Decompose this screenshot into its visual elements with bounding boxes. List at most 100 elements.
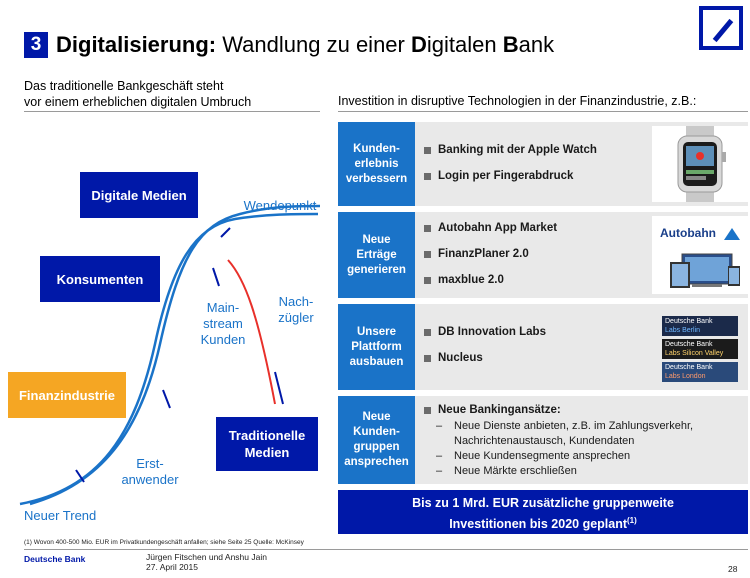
divider <box>24 111 320 112</box>
row-label-line: Kunden- <box>353 426 400 438</box>
section-number-badge: 3 <box>24 32 48 58</box>
sub-list-item: Nachrichtenaustausch, Kundendaten <box>436 434 744 449</box>
list-item-text: maxblue 2.0 <box>438 274 504 286</box>
label-line: zügler <box>278 310 314 325</box>
list-item: FinanzPlaner 2.0 <box>424 248 649 260</box>
title-part: Wandlung zu einer <box>216 32 411 57</box>
title-part: igitalen <box>426 32 503 57</box>
marker-tick <box>162 389 171 409</box>
title-part: D <box>410 32 427 57</box>
neuer-trend-label: Neuer Trend <box>24 508 97 523</box>
square-bullet-icon <box>424 406 431 414</box>
banner-line: Investitionen bis 2020 geplant(1) <box>449 516 637 532</box>
row-label-line: erlebnis <box>354 157 399 170</box>
labs-logo-berlin: Deutsche Bank Labs Berlin <box>662 316 738 336</box>
square-bullet-icon <box>424 250 431 258</box>
autobahn-image: Autobahn <box>652 216 748 294</box>
row-label-line: Plattform <box>351 340 402 353</box>
wendepunkt-label: Wendepunkt <box>243 198 317 213</box>
labs-line: Deutsche Bank <box>665 318 713 325</box>
right-subtitle: Investition in disruptive Technologien i… <box>338 94 697 108</box>
row-label-line: Unsere <box>357 325 396 338</box>
labs-line: Deutsche Bank <box>665 364 713 371</box>
label-line: Main- <box>206 300 240 315</box>
marker-tick <box>274 371 284 405</box>
footnote: (1) Wovon 400-500 Mio. EUR im Privatkund… <box>24 539 304 546</box>
label-line: stream <box>203 316 243 331</box>
list-item-text: Nucleus <box>438 352 483 364</box>
list-item-text: Banking mit der Apple Watch <box>438 144 597 156</box>
adoption-curve-diagram: Digitale Medien Konsumenten Finanzindust… <box>0 114 332 534</box>
title-part: ank <box>518 32 555 57</box>
label-line: anwender <box>121 472 179 487</box>
row-label: Neue Kunden- gruppen ansprechen <box>338 396 415 484</box>
list-item-text: DB Innovation Labs <box>438 326 546 338</box>
sub-item-text: Neue Dienste anbieten, z.B. im Zahlungsv… <box>454 420 694 432</box>
footer-brand: Deutsche Bank <box>24 554 86 564</box>
divider <box>338 111 748 112</box>
row-label-line: Erträge <box>356 248 397 261</box>
label-line: Nach- <box>278 294 314 309</box>
marker-tick <box>212 267 220 287</box>
apple-watch-icon <box>677 126 726 202</box>
finanzindustrie-box: Finanzindustrie <box>8 372 126 418</box>
footer-date: 27. April 2015 <box>146 562 198 572</box>
labs-line: Labs London <box>665 373 706 380</box>
row-label: Kunden- erlebnis verbessern <box>338 122 415 206</box>
banner-line: Bis zu 1 Mrd. EUR zusätzliche gruppenwei… <box>412 496 674 510</box>
list-item: Login per Fingerabdruck <box>424 170 649 182</box>
decline-curve <box>227 259 276 405</box>
footer-presenters: Jürgen Fitschen und Anshu Jain 27. April… <box>146 552 267 572</box>
sub-list-item: – Neue Dienste anbieten, z.B. im Zahlungs… <box>436 420 694 432</box>
slide-title: 3 Digitalisierung: Wandlung zu einer Dig… <box>24 30 554 60</box>
row-kundengruppen: Neue Kunden- gruppen ansprechen Neue Ban… <box>338 396 748 484</box>
row-label-line: verbessern <box>345 172 408 185</box>
title-part: B <box>502 32 519 57</box>
row-items: Neue Bankingansätze: – Neue Dienste anbie… <box>424 404 744 479</box>
digitale-medien-box: Digitale Medien <box>80 172 198 218</box>
row-items: Banking mit der Apple Watch Login per Fi… <box>424 144 649 196</box>
row-label: Neue Erträge generieren <box>338 212 415 298</box>
erstanwender-label: Erst- anwender <box>118 456 182 488</box>
apple-watch-image <box>652 126 748 202</box>
divider <box>24 549 748 550</box>
autobahn-logo-text: Autobahn <box>660 226 716 240</box>
mainstream-label: Main- stream Kunden <box>198 300 248 348</box>
row-label-line: gruppen <box>353 441 400 453</box>
title-bold: Digitalisierung: <box>56 32 217 57</box>
labs-line: Deutsche Bank <box>665 341 713 348</box>
square-bullet-icon <box>424 224 431 232</box>
row-items: DB Innovation Labs Nucleus <box>424 326 649 378</box>
sub-list-item: – Neue Märkte erschließen <box>436 465 577 477</box>
sub-item-text: Neue Märkte erschließen <box>454 465 577 477</box>
left-subtitle-line: Das traditionelle Bankgeschäft steht <box>24 79 224 93</box>
row-ertraege: Neue Erträge generieren Autobahn App Mar… <box>338 212 748 298</box>
traditionelle-medien-box: Traditionelle Medien <box>216 417 318 471</box>
left-subtitle-line: vor einem erheblichen digitalen Umbruch <box>24 95 252 109</box>
square-bullet-icon <box>424 172 431 180</box>
row-label-line: ansprechen <box>344 456 409 468</box>
label-line: Erst- <box>136 456 164 471</box>
title-text: Digitalisierung: Wandlung zu einer Digit… <box>56 32 554 58</box>
row-label-line: ausbauen <box>349 355 404 368</box>
square-bullet-icon <box>424 354 431 362</box>
title-rest: Wandlung zu einer Digitalen Bank <box>216 32 554 57</box>
labs-line: Labs Silicon Valley <box>665 350 724 357</box>
footer-names: Jürgen Fitschen und Anshu Jain <box>146 552 267 562</box>
deutsche-bank-logo-icon <box>699 6 743 50</box>
labs-logo-london: Deutsche Bank Labs London <box>662 362 738 382</box>
banner-footnote-ref: (1) <box>627 516 637 525</box>
box-line: Medien <box>244 445 290 460</box>
row-plattform: Unsere Plattform ausbauen DB Innovation … <box>338 304 748 390</box>
labs-logos: Deutsche Bank Labs Berlin Deutsche Bank … <box>652 308 748 386</box>
label-line: Kunden <box>200 332 246 347</box>
box-line: Traditionelle <box>228 428 306 443</box>
marker-tick <box>220 227 231 238</box>
row-label-line: Kunden- <box>353 142 400 155</box>
list-item: Neue Bankingansätze: <box>424 404 744 416</box>
konsumenten-box: Konsumenten <box>40 256 160 302</box>
row-label-line: Neue <box>362 233 391 246</box>
marker-tick <box>75 469 85 483</box>
row-kundenerlebnis: Kunden- erlebnis verbessern Banking mit … <box>338 122 748 206</box>
page-number: 28 <box>728 564 738 574</box>
